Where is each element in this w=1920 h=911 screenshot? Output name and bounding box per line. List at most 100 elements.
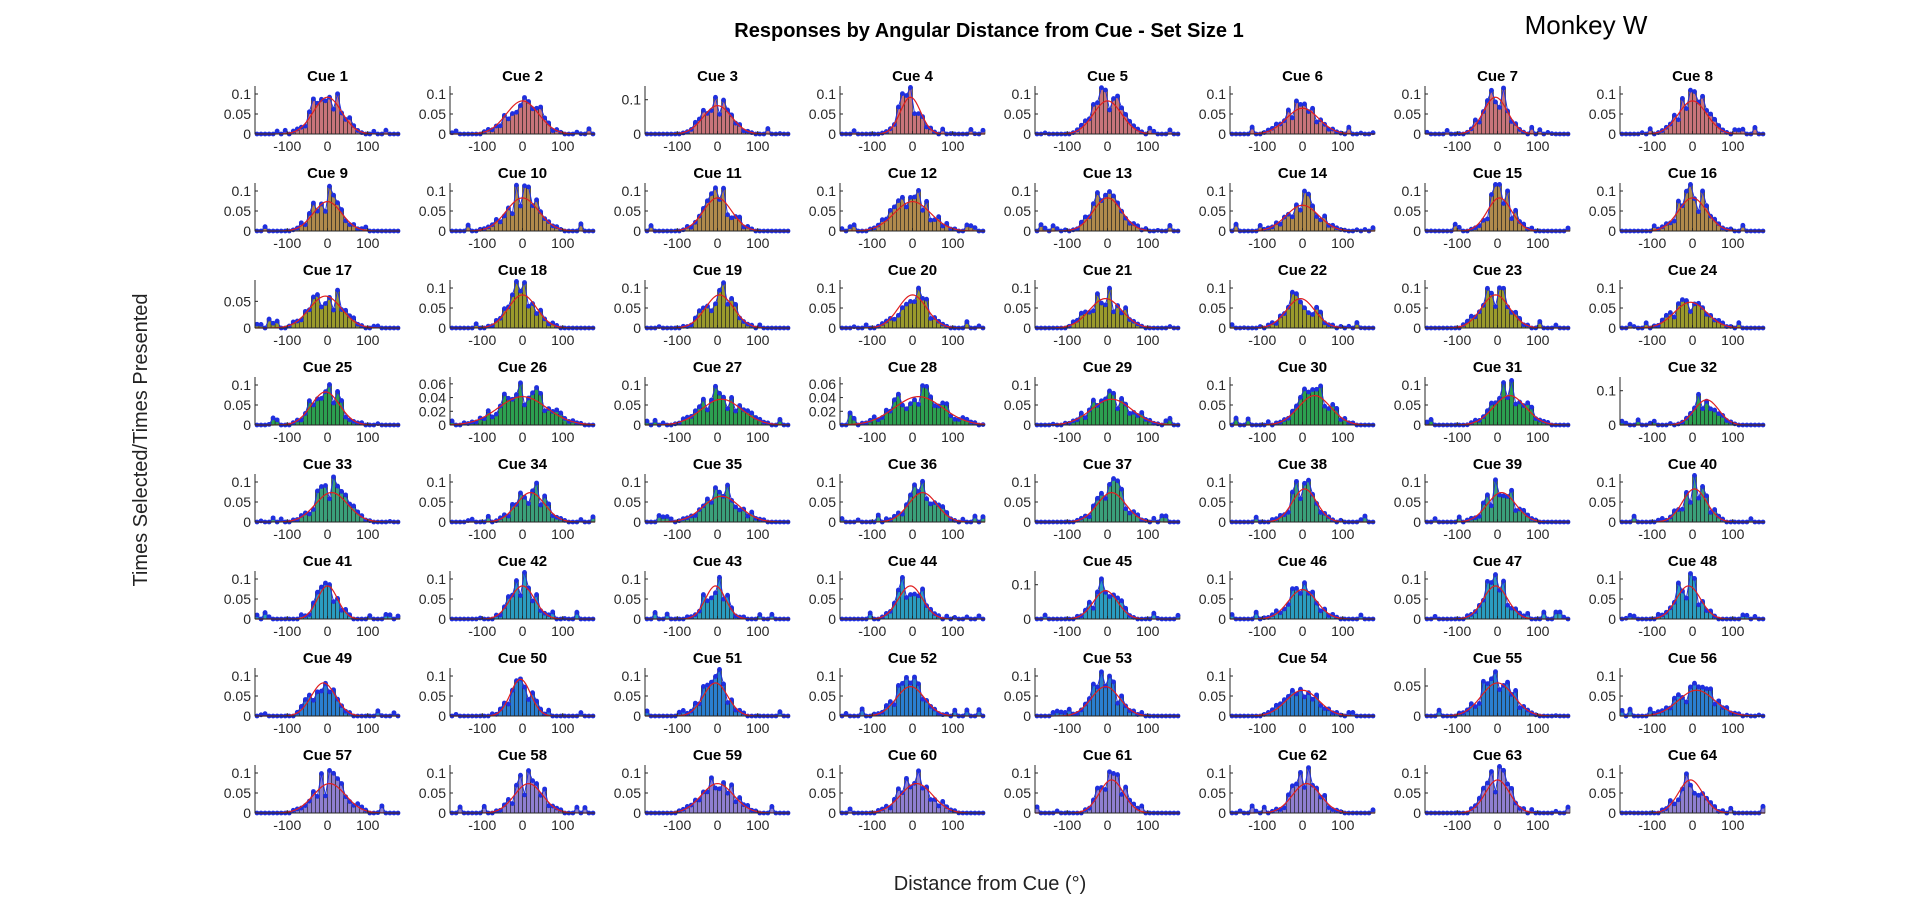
histogram-bar bbox=[904, 597, 909, 620]
response-point bbox=[1310, 696, 1315, 702]
response-point bbox=[887, 207, 893, 213]
cue-panel: Cue 8 0 0.05 0.1 -100 0 100 bbox=[1589, 68, 1766, 154]
response-point bbox=[518, 593, 523, 598]
y-tick-label: 0.1 bbox=[622, 377, 642, 393]
response-point bbox=[709, 595, 714, 601]
x-tick-label: -100 bbox=[273, 720, 301, 736]
response-point bbox=[896, 391, 901, 397]
response-point bbox=[1444, 128, 1450, 133]
response-point bbox=[510, 292, 515, 298]
response-point bbox=[558, 410, 564, 416]
response-point bbox=[1261, 804, 1267, 810]
response-point bbox=[1119, 396, 1124, 401]
histogram-bar bbox=[1115, 408, 1120, 426]
panel-title: Cue 41 bbox=[303, 553, 352, 570]
y-tick-label: 0.1 bbox=[817, 474, 837, 490]
histogram-bar bbox=[1680, 697, 1685, 717]
response-point bbox=[896, 587, 901, 593]
histogram-bar bbox=[319, 690, 324, 717]
response-point bbox=[1314, 386, 1319, 392]
response-point bbox=[1054, 708, 1060, 714]
x-tick-label: 0 bbox=[324, 138, 332, 154]
response-point bbox=[343, 414, 349, 420]
x-tick-label: 100 bbox=[941, 526, 965, 542]
cue-panel: Cue 39 0 0.05 0.1 -100 0 100 bbox=[1394, 456, 1571, 542]
response-point bbox=[1281, 805, 1287, 811]
response-point bbox=[851, 222, 857, 228]
y-tick-label: 0.1 bbox=[427, 280, 447, 296]
response-point bbox=[1103, 787, 1108, 792]
x-tick-label: 100 bbox=[1526, 332, 1550, 348]
x-tick-label: -100 bbox=[273, 623, 301, 639]
y-tick-label: 0 bbox=[438, 514, 446, 530]
response-point bbox=[1326, 805, 1332, 810]
response-point bbox=[1680, 96, 1685, 101]
response-point bbox=[920, 586, 925, 592]
response-point bbox=[964, 319, 970, 325]
y-tick-label: 0.1 bbox=[622, 571, 642, 587]
x-tick-label: -100 bbox=[1053, 429, 1081, 445]
y-tick-label: 0.1 bbox=[1402, 183, 1422, 199]
x-tick-label: -100 bbox=[663, 623, 691, 639]
histogram-bar bbox=[1119, 794, 1124, 814]
response-point bbox=[1565, 225, 1571, 231]
y-tick-label: 0 bbox=[1023, 611, 1031, 627]
response-point bbox=[1095, 100, 1100, 106]
response-point bbox=[1358, 517, 1364, 523]
response-point bbox=[883, 407, 889, 413]
response-point bbox=[916, 402, 921, 407]
response-point bbox=[1310, 312, 1315, 317]
response-point bbox=[298, 703, 304, 709]
response-point bbox=[1688, 410, 1693, 416]
histogram-bar bbox=[912, 676, 917, 717]
response-point bbox=[896, 786, 901, 792]
response-point bbox=[1692, 575, 1697, 581]
response-point bbox=[900, 680, 905, 686]
x-tick-label: 100 bbox=[1526, 235, 1550, 251]
response-point bbox=[1700, 188, 1705, 194]
x-tick-label: 0 bbox=[324, 623, 332, 639]
histogram-bar bbox=[530, 392, 535, 426]
y-tick-label: 0 bbox=[1413, 126, 1421, 142]
y-tick-label: 0.05 bbox=[1199, 591, 1226, 607]
y-tick-label: 0 bbox=[633, 805, 641, 821]
x-tick-label: 100 bbox=[1331, 817, 1355, 833]
response-point bbox=[395, 613, 401, 619]
x-tick-label: 0 bbox=[714, 817, 722, 833]
histogram-bar bbox=[311, 404, 316, 426]
cue-panel: Cue 15 0 0.05 0.1 -100 0 100 bbox=[1394, 165, 1571, 251]
histogram-bar bbox=[526, 699, 531, 717]
x-tick-label: 0 bbox=[1104, 623, 1112, 639]
response-point bbox=[1716, 221, 1722, 227]
histogram-bar bbox=[319, 99, 324, 135]
histogram-bar bbox=[1692, 792, 1697, 814]
response-point bbox=[928, 394, 934, 400]
histogram-bar bbox=[1115, 480, 1120, 523]
response-point bbox=[1253, 609, 1259, 615]
y-tick-label: 0.05 bbox=[809, 300, 836, 316]
response-point bbox=[1505, 602, 1510, 608]
y-tick-label: 0 bbox=[438, 223, 446, 239]
y-tick-label: 0.1 bbox=[232, 474, 252, 490]
response-point bbox=[713, 94, 718, 100]
response-point bbox=[912, 397, 917, 403]
x-tick-label: 100 bbox=[941, 138, 965, 154]
x-tick-label: 0 bbox=[1689, 623, 1697, 639]
y-tick-label: 0.1 bbox=[1402, 86, 1422, 102]
response-point bbox=[1058, 709, 1064, 715]
panel-title: Cue 45 bbox=[1083, 553, 1132, 570]
cue-panel: Cue 46 0 0.05 0.1 -100 0 100 bbox=[1199, 553, 1376, 639]
response-point bbox=[1712, 116, 1718, 122]
y-tick-label: 0.1 bbox=[1402, 280, 1422, 296]
response-point bbox=[1123, 506, 1129, 512]
response-point bbox=[904, 301, 909, 307]
x-tick-label: 0 bbox=[909, 623, 917, 639]
response-point bbox=[729, 782, 734, 788]
response-point bbox=[920, 478, 925, 484]
response-point bbox=[1370, 225, 1376, 231]
y-tick-label: 0.1 bbox=[1012, 577, 1032, 593]
x-tick-label: -100 bbox=[1638, 138, 1666, 154]
y-tick-label: 0.1 bbox=[232, 86, 252, 102]
x-tick-label: 100 bbox=[1526, 138, 1550, 154]
response-point bbox=[1086, 599, 1092, 605]
